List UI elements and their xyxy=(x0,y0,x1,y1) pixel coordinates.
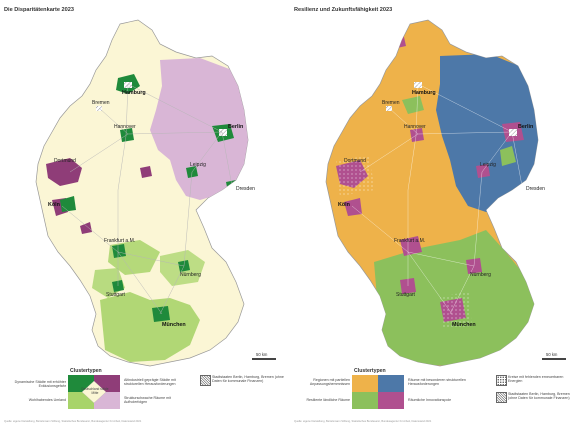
scale-label: 50 km xyxy=(546,352,558,357)
old-industrial-ruhr xyxy=(46,158,82,186)
city-label-frankfurt: Frankfurt a.M. xyxy=(104,238,135,244)
city-labels: Hamburg Bremen Hannover Berlin Dortmund … xyxy=(338,90,545,328)
legend-item-city-states: Stadtstaaten Berlin, Hamburg, Bremen (oh… xyxy=(212,375,284,384)
disparity-map-panel: Die Disparitätenkarte 2023 xyxy=(4,7,284,423)
city-label-muenchen: München xyxy=(452,322,476,328)
city-label-dresden: Dresden xyxy=(526,186,545,192)
city-label-leipzig: Leipzig xyxy=(190,162,206,168)
city-label-hannover: Hannover xyxy=(404,124,426,130)
missing-renewables-ruhr xyxy=(336,156,374,196)
source-note: Quelle: eigene Darstellung, Bertelsmann … xyxy=(4,420,142,423)
innovation-pole-hannover xyxy=(410,128,424,142)
legend-item-city-states: Stadtstaaten Berlin, Hamburg, Bremen (oh… xyxy=(508,392,570,401)
legend-title: Clustertypen xyxy=(70,368,102,374)
disparity-map: Hamburg Bremen Hannover Berlin Dortmund … xyxy=(35,19,255,367)
legend-item-solid-middle: Deutschland solide Mitte xyxy=(81,387,109,395)
city-label-nuernberg: Nürnberg xyxy=(180,272,201,278)
city-label-dresden: Dresden xyxy=(236,186,255,192)
legend-item-structural-challenges: Räume mit besonderen strukturellen Herau… xyxy=(408,378,466,387)
city-label-bremen: Bremen xyxy=(92,100,110,106)
legend-diamond xyxy=(68,375,120,409)
city-label-berlin: Berlin xyxy=(518,124,533,130)
city-label-leipzig: Leipzig xyxy=(480,162,496,168)
legend-swatch-city-states xyxy=(200,375,211,386)
legend-matrix xyxy=(352,375,404,409)
city-label-hamburg: Hamburg xyxy=(412,90,436,96)
old-industrial-region xyxy=(80,222,92,234)
structural-challenges-east xyxy=(436,54,538,212)
dynamic-city-hannover xyxy=(120,128,134,142)
resilient-rural-region xyxy=(500,146,516,166)
legend-item-old-industrial: Altindustriell geprägte Städte mit struk… xyxy=(124,378,176,387)
legend-item-dynamic-cities: Dynamische Städte mit erhöhter Exklusion… xyxy=(14,380,66,389)
city-label-stuttgart: Stuttgart xyxy=(106,292,126,298)
scale-bar xyxy=(252,358,276,360)
resilient-rural-region xyxy=(402,96,424,114)
source-note: Quelle: eigene Darstellung, Bertelsmann … xyxy=(294,420,432,423)
city-state-bremen xyxy=(386,106,392,111)
city-state-berlin xyxy=(219,129,227,136)
legend-item-partial-hindrances: Regionen mit partiellen Anpassungshemmni… xyxy=(309,378,350,387)
city-state-bremen xyxy=(96,106,102,111)
resilience-map: Hamburg Bremen Hannover Berlin Dortmund … xyxy=(325,19,545,367)
old-industrial-region xyxy=(140,166,152,178)
dynamic-city-muenchen xyxy=(152,306,170,322)
city-label-hannover: Hannover xyxy=(114,124,136,130)
city-label-muenchen: München xyxy=(162,322,186,328)
legend-item-innovation-poles: Räumliche Innovationspole xyxy=(408,398,452,402)
legend-item-structurally-weak: Strukturschwache Räume mit Aufholerfolge… xyxy=(124,396,171,405)
legend-swatch-missing-renewables xyxy=(496,375,507,386)
legend-swatch-city-states xyxy=(496,392,507,403)
dynamic-city-frankfurt xyxy=(112,244,126,258)
city-label-koeln: Köln xyxy=(338,202,350,208)
city-label-nuernberg: Nürnberg xyxy=(470,272,491,278)
legend-title: Clustertypen xyxy=(354,368,386,374)
dynamic-city-koeln xyxy=(60,196,76,212)
legend-item-missing-renewables: Kreise mit fehlenden erneuerbaren Energi… xyxy=(508,375,564,384)
innovation-pole-frankfurt xyxy=(400,236,422,256)
innovation-pole-north xyxy=(384,28,406,50)
scale-bar xyxy=(542,358,566,360)
city-label-hamburg: Hamburg xyxy=(122,90,146,96)
city-label-bremen: Bremen xyxy=(382,100,400,106)
city-label-berlin: Berlin xyxy=(228,124,243,130)
map-title: Die Disparitätenkarte 2023 xyxy=(4,7,74,13)
wealthy-suburb-bavaria xyxy=(100,292,200,362)
map-title: Resilienz und Zukunftsfähigkeit 2023 xyxy=(294,7,393,13)
city-state-berlin xyxy=(509,129,517,136)
city-label-frankfurt: Frankfurt a.M. xyxy=(394,238,425,244)
legend-item-wealthy-suburbs: Wohlhabendes Umland xyxy=(28,398,66,402)
structurally-weak-region-east xyxy=(150,58,248,200)
road-network xyxy=(61,83,233,315)
road-network xyxy=(351,83,523,315)
missing-renewables-muenchen xyxy=(440,292,472,328)
city-label-dortmund: Dortmund xyxy=(344,158,366,164)
city-label-stuttgart: Stuttgart xyxy=(396,292,416,298)
scale-label: 50 km xyxy=(256,352,268,357)
legend-item-resilient-rural: Resiliente ländliche Räume xyxy=(306,398,350,402)
resilience-map-panel: Resilienz und Zukunftsfähigkeit 2023 xyxy=(290,0,580,435)
city-labels: Hamburg Bremen Hannover Berlin Dortmund … xyxy=(48,90,255,328)
city-label-dortmund: Dortmund xyxy=(54,158,76,164)
city-label-koeln: Köln xyxy=(48,202,60,208)
